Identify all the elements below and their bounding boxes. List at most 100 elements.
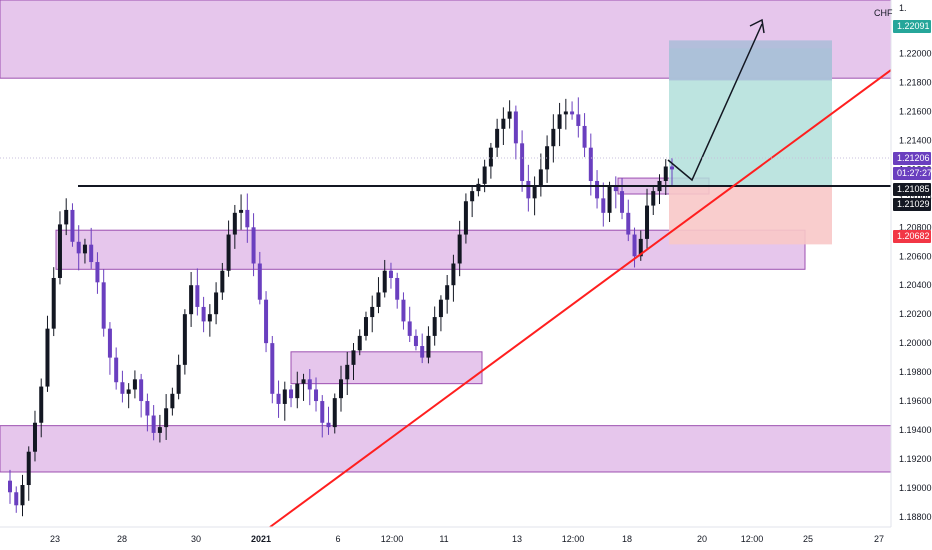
- candle-body: [14, 492, 19, 506]
- candle-body: [588, 147, 593, 181]
- candle-body: [451, 263, 456, 286]
- time-tick-label: 6: [335, 534, 340, 544]
- candle-body: [557, 114, 562, 129]
- candle-body: [420, 346, 425, 358]
- time-tick-label: 12:00: [562, 534, 585, 544]
- long-position-tool[interactable]: [669, 40, 832, 245]
- candle-body: [501, 118, 506, 129]
- candle-body: [145, 401, 150, 416]
- time-tick-label: 28: [117, 534, 127, 544]
- projection-arrow: [667, 23, 763, 182]
- candle-body: [626, 212, 631, 235]
- candle-body: [295, 383, 300, 399]
- candle-body: [495, 128, 500, 148]
- price-tag-bg: [893, 20, 931, 33]
- price-tag-label: 1.21085: [897, 184, 930, 194]
- candle-body: [282, 389, 287, 404]
- candle-body: [551, 128, 556, 147]
- time-tick-label: 18: [622, 534, 632, 544]
- candle-body: [476, 183, 481, 192]
- candle-body: [107, 328, 112, 358]
- candle-body: [76, 241, 81, 254]
- price-tick-label: 1.19200: [899, 454, 932, 464]
- arrow-head: [749, 18, 765, 34]
- candle-body: [64, 209, 69, 225]
- candle-body: [45, 328, 50, 387]
- candle-body: [20, 485, 25, 506]
- candle-body: [401, 299, 406, 322]
- candle-body: [632, 234, 637, 257]
- loss-zone: [669, 186, 832, 245]
- candle-body: [157, 427, 162, 433]
- candle-body: [526, 180, 531, 199]
- price-tag-label: 1.20682: [897, 231, 930, 241]
- candle-body: [32, 422, 37, 452]
- candle-body: [270, 343, 275, 394]
- candle-body: [357, 335, 362, 351]
- price-tick-label: 1.19800: [899, 367, 932, 377]
- price-tick-label: 1.20400: [899, 280, 932, 290]
- target-fill: [669, 40, 832, 81]
- time-tick-label: 20: [697, 534, 707, 544]
- candle-body: [607, 186, 612, 213]
- price-tick-label: 1.19600: [899, 396, 932, 406]
- candle-body: [488, 147, 493, 167]
- candle-body: [376, 292, 381, 307]
- candle-body: [670, 166, 674, 170]
- candle-body: [432, 317, 437, 336]
- price-tick-label: 1.19400: [899, 425, 932, 435]
- candle-body: [545, 146, 550, 170]
- candle-body: [151, 415, 156, 433]
- candle-body: [276, 393, 281, 404]
- candle-body: [438, 299, 443, 318]
- zone-4: [0, 425, 892, 473]
- candle-body: [620, 191, 625, 213]
- price-tick-label: 1.18800: [899, 512, 932, 522]
- candle-body: [214, 292, 219, 315]
- price-tick-label: 1.20200: [899, 309, 932, 319]
- candle-body: [638, 238, 643, 257]
- time-tick-label: 30: [191, 534, 201, 544]
- candle-body: [101, 282, 106, 329]
- candle-body: [570, 111, 575, 115]
- candle-body: [26, 451, 31, 486]
- price-tag-bg: [893, 152, 931, 165]
- currency-label: CHF: [874, 8, 893, 18]
- price-tick-label: 1.22000: [899, 49, 932, 59]
- candle-body: [95, 262, 100, 283]
- candle-body: [345, 364, 350, 380]
- candle-body: [70, 209, 75, 242]
- candle-body: [264, 299, 269, 344]
- candle-body: [114, 357, 119, 383]
- time-tick-label: 12:00: [741, 534, 764, 544]
- candle-body: [601, 198, 606, 213]
- candle-body: [613, 186, 618, 192]
- candle-body: [301, 379, 306, 384]
- time-axis[interactable]: 23 28 30 2021 6 12:00 11 13 12:00 18 20 12:00 25 27: [50, 534, 884, 544]
- candle-body: [370, 306, 375, 318]
- time-tick-label: 12:00: [381, 534, 404, 544]
- price-tag-bg: [893, 230, 931, 243]
- candle-body: [57, 224, 62, 278]
- candle-body: [82, 244, 87, 254]
- price-tag-bg: [893, 183, 931, 196]
- time-tick-label: 25: [803, 534, 813, 544]
- candle-body: [388, 270, 393, 278]
- candle-body: [382, 270, 387, 293]
- candle-body: [507, 111, 512, 119]
- candle-body: [226, 234, 231, 271]
- candle-body: [89, 244, 94, 263]
- candle-body: [576, 114, 581, 126]
- trendline: [269, 69, 892, 528]
- candle-body: [463, 201, 468, 235]
- candle-body: [520, 143, 525, 181]
- candle-body: [326, 422, 331, 428]
- candle-body: [413, 335, 418, 347]
- candle-body: [189, 285, 194, 315]
- candle-body: [132, 379, 137, 390]
- time-tick-label: 11: [439, 534, 448, 544]
- price-tag-label: 01:27:27: [897, 168, 932, 178]
- candle-body: [470, 191, 475, 202]
- candle-body: [482, 166, 487, 184]
